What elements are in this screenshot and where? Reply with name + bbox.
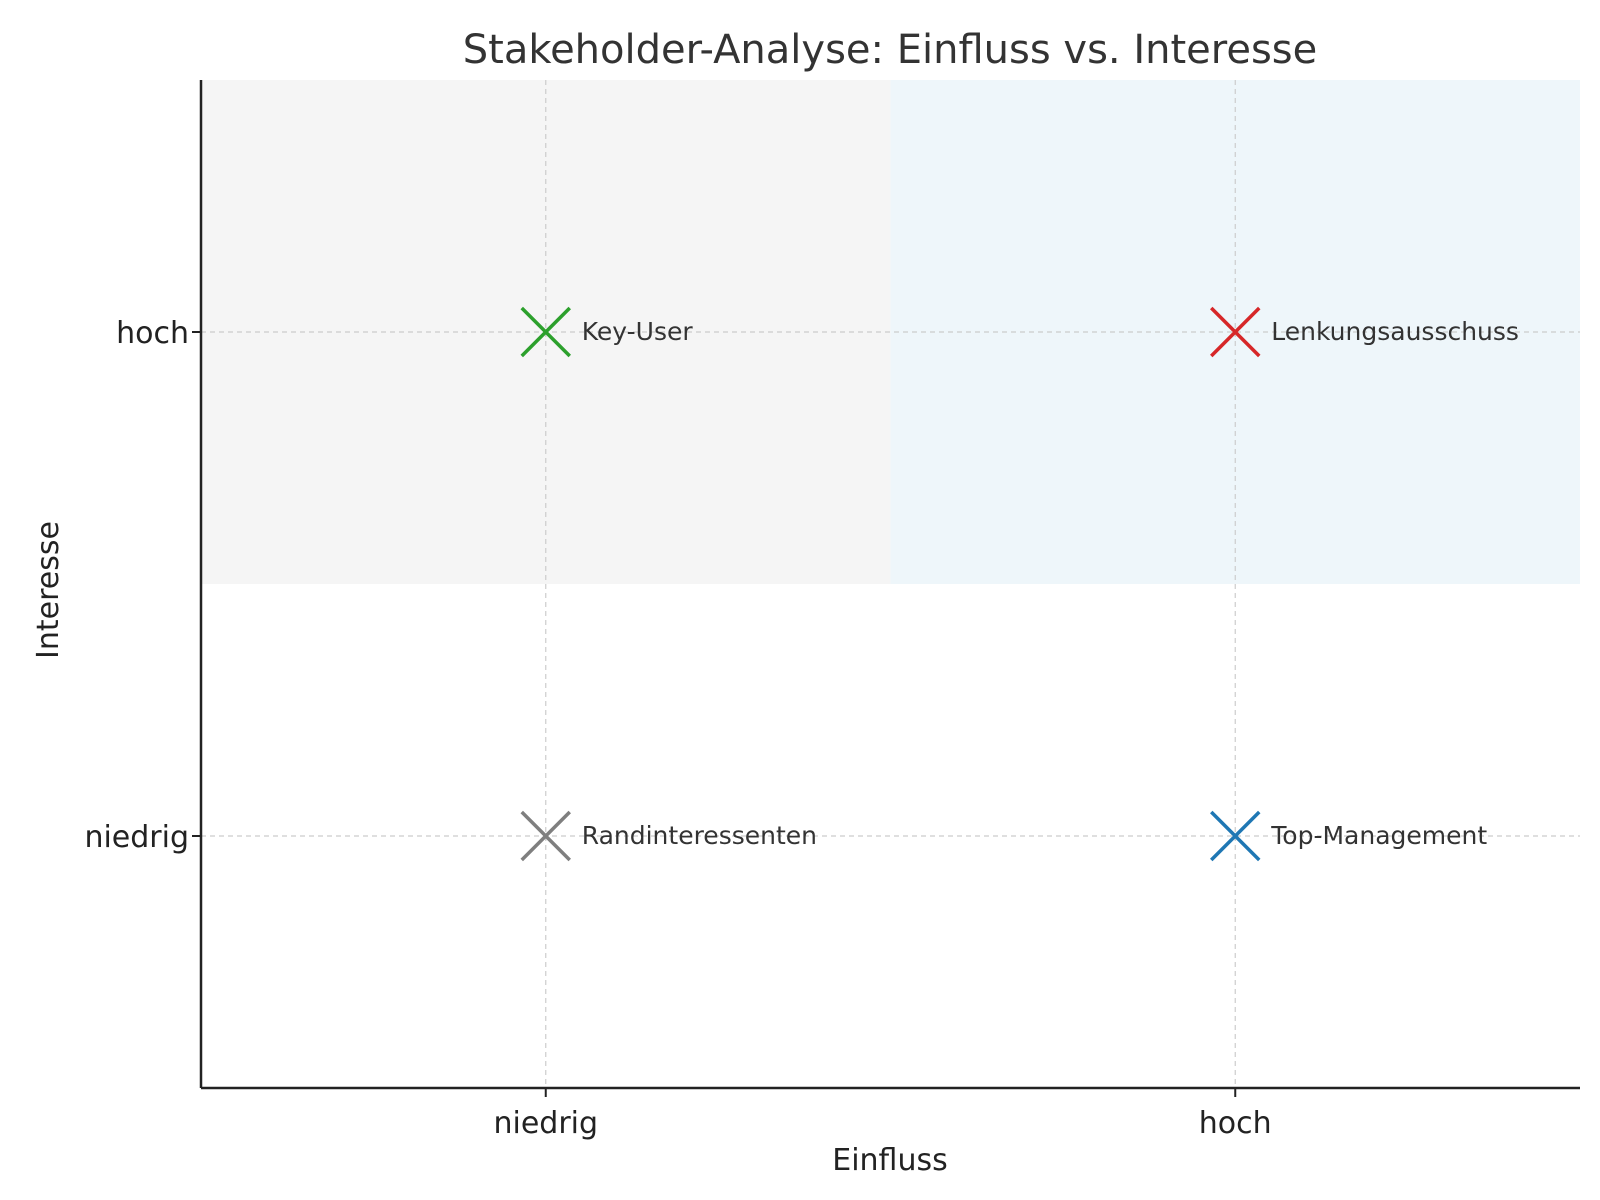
data-point: Randinteressenten [520,810,817,862]
ticks: niedrig hoch niedrig hoch [84,316,1271,1141]
data-point: Top-Management [1210,810,1487,862]
point-label: Lenkungsausschuss [1271,317,1519,346]
x-marker [520,306,571,358]
x-marker [1210,810,1261,862]
y-axis-label: Interesse [31,521,66,659]
chart-title: Stakeholder-Analyse: Einfluss vs. Intere… [463,27,1318,73]
axes [199,80,1580,1090]
x-marker [1210,306,1261,358]
point-label: Key-User [582,317,694,346]
x-tick-label: hoch [1199,1106,1272,1141]
data-points: Randinteressenten Key-User Top-Management L… [520,306,1519,862]
x-marker [520,810,571,862]
data-point: Lenkungsausschuss [1210,306,1519,358]
x-axis-label: Einfluss [832,1143,947,1178]
point-label: Top-Management [1270,821,1487,850]
y-tick-label: hoch [116,316,189,351]
x-tick-label: niedrig [493,1106,598,1141]
grid [201,80,1580,1088]
y-tick-label: niedrig [84,820,189,855]
data-point: Key-User [520,306,694,358]
point-label: Randinteressenten [582,821,817,850]
